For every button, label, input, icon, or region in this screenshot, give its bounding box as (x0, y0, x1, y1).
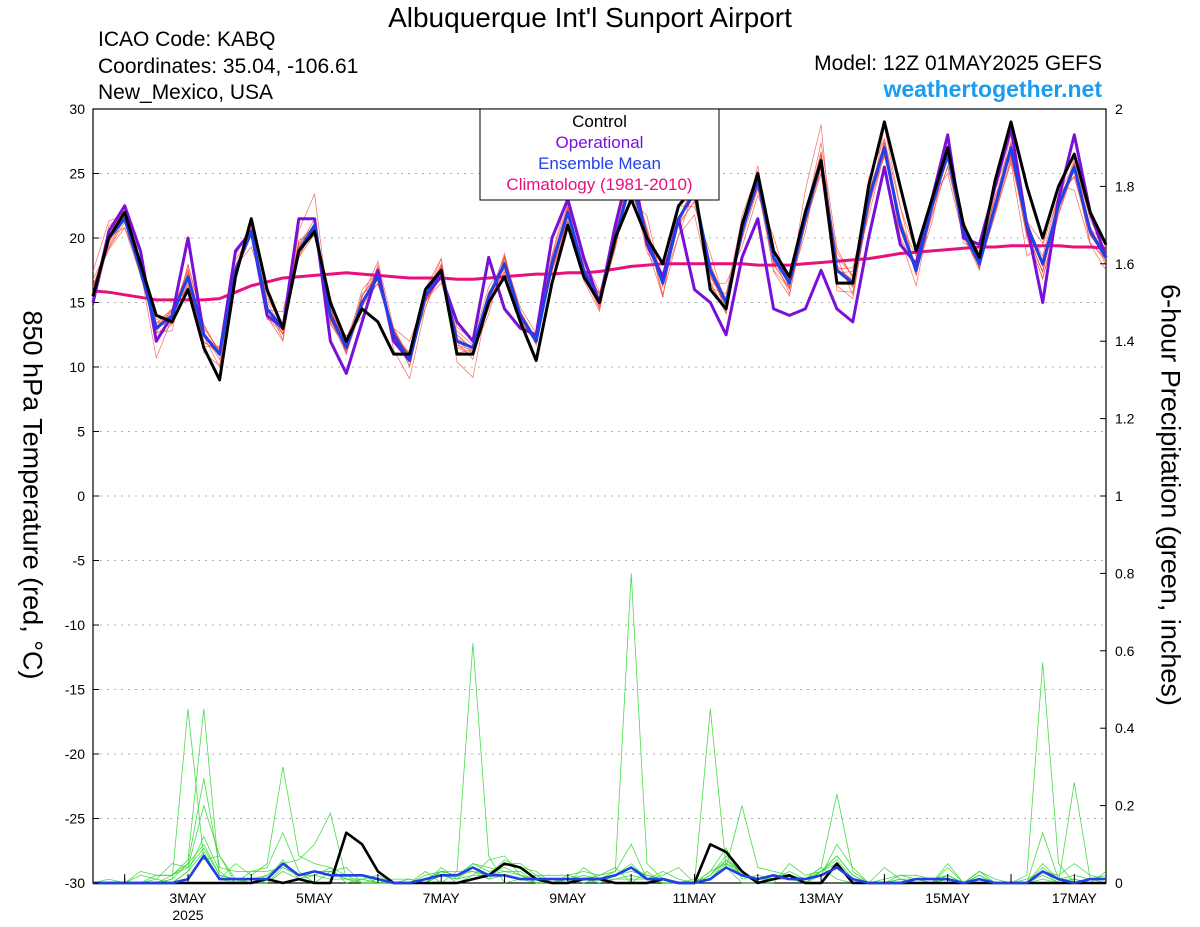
y-tick-label-left: -10 (65, 617, 85, 633)
model-run: Model: 12Z 01MAY2025 GEFS (814, 52, 1102, 75)
y-tick-label-left: 0 (77, 488, 85, 504)
location: New_Mexico, USA (98, 81, 274, 104)
y-tick-label-right: 0.2 (1115, 798, 1135, 814)
x-tick-label: 11MAY (673, 890, 717, 906)
chart-title: Albuquerque Int'l Sunport Airport (388, 2, 792, 33)
y-tick-label-left: 30 (69, 101, 85, 117)
temperature-layer (91, 120, 1108, 382)
y-axis-label-right: 6-hour Precipitation (green, inches) (1155, 284, 1186, 706)
y-tick-label-right: 1.4 (1115, 333, 1135, 349)
x-tick-label: 15MAY (925, 890, 971, 906)
x-tick-label: 17MAY (1052, 890, 1098, 906)
precip-layer (92, 573, 1107, 885)
y-tick-label-right: 0 (1115, 875, 1123, 891)
y-tick-label-right: 1.8 (1115, 178, 1135, 194)
grid (93, 173, 1106, 819)
y-tick-label-right: 2 (1115, 101, 1123, 117)
axes: 302520151050-5-10-15-20-25-3021.81.61.41… (65, 101, 1135, 923)
legend-entry: Control (572, 112, 627, 131)
legend-box (479, 108, 720, 201)
precip-member-line (93, 843, 1106, 884)
y-tick-label-right: 0.8 (1115, 565, 1135, 581)
precip-member-line (93, 573, 1107, 884)
control-line (91, 120, 1108, 382)
y-tick-label-right: 1 (1115, 488, 1123, 504)
y-tick-label-left: -15 (65, 682, 85, 698)
x-year-label: 2025 (172, 907, 203, 923)
y-tick-label-right: 0.4 (1115, 720, 1135, 736)
y-tick-label-left: -20 (65, 746, 85, 762)
legend-entry: Ensemble Mean (538, 154, 661, 173)
y-tick-label-left: -5 (73, 553, 86, 569)
legend-entry: Operational (556, 133, 644, 152)
y-tick-label-left: -25 (65, 811, 85, 827)
x-tick-label: 7MAY (423, 890, 461, 906)
y-tick-label-left: 20 (69, 230, 85, 246)
icao-code: ICAO Code: KABQ (98, 28, 276, 51)
coordinates: Coordinates: 35.04, -106.61 (98, 55, 359, 78)
y-tick-label-left: -30 (65, 875, 85, 891)
precip-member-line (93, 778, 1107, 884)
y-tick-label-left: 15 (69, 295, 85, 311)
y-tick-label-right: 0.6 (1115, 643, 1135, 659)
y-tick-label-left: 5 (77, 424, 85, 440)
y-tick-label-right: 1.2 (1115, 411, 1135, 427)
precip-ensemble-mean-line (93, 854, 1106, 885)
y-tick-label-right: 1.6 (1115, 256, 1135, 272)
legend-entry: Climatology (1981-2010) (506, 175, 692, 194)
y-axis-label-left: 850 hPa Temperature (red, °C) (17, 310, 48, 680)
x-tick-label: 3MAY (169, 890, 207, 906)
site-link[interactable]: weathertogether.net (883, 76, 1102, 102)
y-tick-label-left: 25 (69, 166, 85, 182)
precip-member-line (93, 708, 1107, 884)
x-tick-label: 9MAY (549, 890, 587, 906)
x-tick-label: 5MAY (296, 890, 334, 906)
legend: Control Operational Ensemble Mean Climatolo… (479, 108, 720, 201)
x-tick-label: 13MAY (799, 890, 845, 906)
y-tick-label-left: 10 (69, 359, 85, 375)
